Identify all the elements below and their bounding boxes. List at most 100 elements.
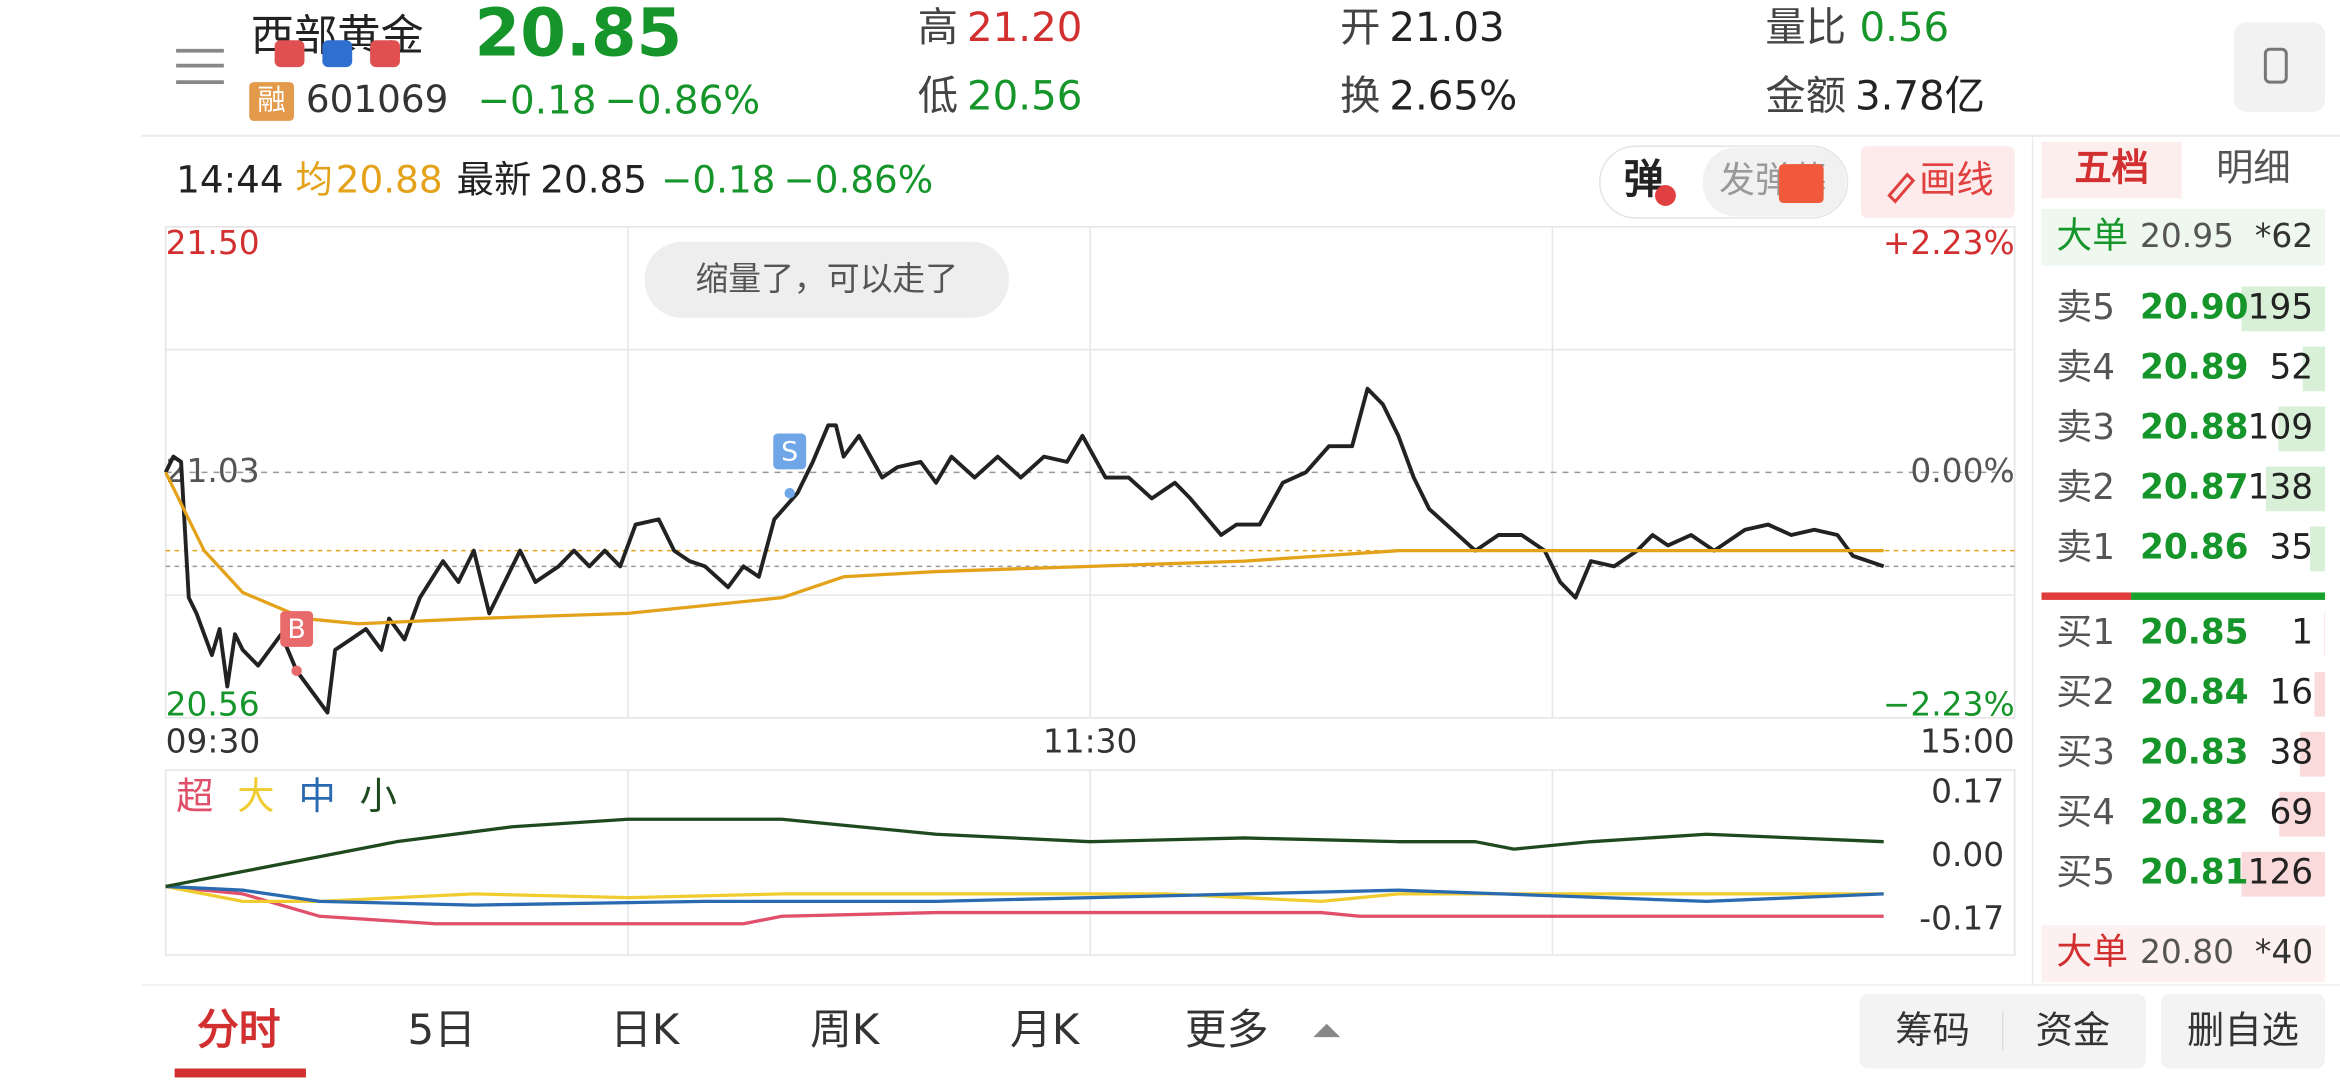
level-price: 20.89 (2140, 347, 2249, 387)
level-label: 卖3 (2056, 407, 2115, 448)
legend-label: 小 (360, 774, 397, 818)
level-label: 买2 (2056, 672, 2115, 713)
level-price: 20.83 (2140, 733, 2249, 773)
pencil-icon (1887, 172, 1916, 204)
more-arrow (1313, 1023, 1341, 1038)
level-price: 20.84 (2140, 673, 2249, 713)
stat-label: 量比 (1765, 4, 1846, 51)
tab[interactable]: 明细 (2216, 146, 2291, 190)
stock-code: 601069 (306, 77, 448, 121)
level-price: 20.86 (2140, 527, 2249, 567)
level-price: 20.88 (2140, 407, 2249, 447)
icon (370, 40, 400, 68)
ratio-bar-sell (2041, 592, 2132, 600)
toggle-dot (1655, 185, 1676, 206)
line (165, 884, 1884, 904)
stat-value: 21.20 (967, 4, 1082, 51)
tab[interactable]: 五档 (2074, 146, 2149, 190)
level-volume: 1 (2291, 613, 2313, 653)
stat-label: 高 (918, 4, 958, 51)
draw-label: 画线 (1919, 158, 1994, 202)
change: −0.18 (661, 158, 775, 202)
tab[interactable]: 月K (1010, 1005, 1081, 1054)
level-price: 20.81 (2140, 853, 2249, 893)
stat-value: 21.03 (1389, 4, 1504, 51)
level-volume: 138 (2248, 467, 2314, 507)
big-order-count: *40 (2255, 933, 2313, 971)
tab[interactable]: 分时 (197, 1005, 281, 1054)
button[interactable]: 删自选 (2187, 1008, 2299, 1052)
badge-bg (249, 82, 295, 121)
big-order-label: 大单 (2056, 215, 2128, 256)
stat-label: 金额 (1765, 72, 1846, 119)
level-price: 20.85 (2140, 613, 2249, 653)
avg-label: 均 (295, 158, 332, 202)
ratio-bar-buy (2131, 592, 2326, 600)
order-book: 五档 明细 大单 20.95 *62 大单 20.80 *40 卖5 20.90 1… (2041, 141, 2326, 982)
level-label: 卖2 (2056, 467, 2115, 508)
trade-badge (773, 433, 807, 470)
tab[interactable]: 周K (810, 1005, 881, 1054)
level-volume: 16 (2269, 673, 2313, 713)
stat-value: 0.56 (1859, 4, 1949, 51)
volume-bar (2310, 526, 2326, 572)
y-tick-label: 0.17 (1931, 773, 2004, 811)
stat-label: 换 (1340, 72, 1380, 119)
level-volume: 195 (2248, 287, 2314, 327)
y-tick-label: -0.17 (1919, 900, 2004, 938)
latest-value: 20.85 (540, 158, 647, 202)
level-volume: 52 (2269, 347, 2313, 387)
stat-label: 开 (1340, 4, 1380, 51)
x-tick-label: 11:30 (1043, 723, 1138, 761)
y-tick-label: 0.00 (1931, 836, 2004, 874)
level-price: 20.87 (2140, 467, 2249, 507)
level-label: 买1 (2056, 612, 2115, 653)
legend-label: 大 (237, 774, 274, 818)
level-price: 20.82 (2140, 793, 2249, 833)
volume-bar (2314, 671, 2326, 717)
volume-bar (2265, 466, 2326, 512)
tab[interactable]: 更多 (1185, 1005, 1269, 1054)
tab-active-bg (2041, 141, 2182, 199)
big-order-price: 20.80 (2140, 933, 2234, 971)
big-order-label: 大单 (2056, 932, 2128, 973)
badge: 融 (257, 83, 285, 116)
price: 20.85 (475, 0, 683, 71)
draw-button[interactable] (1860, 146, 2015, 218)
bubble-bg (644, 241, 1009, 318)
big-order-price: 20.95 (2140, 217, 2234, 255)
volume-bar (2302, 346, 2326, 392)
line (165, 884, 1884, 926)
tab[interactable]: 日K (610, 1005, 681, 1054)
tab-underline (174, 1068, 306, 1078)
icon (322, 40, 353, 68)
time: 14:44 (176, 158, 283, 202)
tab-bar: 分时 5日 日K 周K 月K 更多 (197, 1005, 1268, 1054)
button[interactable]: 筹码 (1895, 1008, 1970, 1052)
change-pct: −0.86% (604, 78, 760, 123)
volume-bar (2241, 286, 2326, 332)
level-price: 20.90 (2140, 287, 2249, 327)
bubble: 缩量了，可以走了 (695, 260, 958, 298)
line (165, 817, 1884, 889)
big-order-bg (2041, 208, 2326, 266)
level-label: 买5 (2056, 852, 2115, 893)
latest-label: 最新 (457, 158, 532, 202)
line (163, 386, 1885, 715)
level-label: 买3 (2056, 732, 2115, 773)
line (164, 471, 1884, 626)
tab[interactable]: 5日 (408, 1005, 476, 1054)
volume-bar (2299, 731, 2326, 777)
level-label: 买4 (2056, 792, 2115, 833)
menu-icon[interactable] (176, 48, 224, 84)
volume-bar (2279, 791, 2326, 837)
trade-label: S (781, 436, 798, 467)
rotate-button[interactable] (2234, 22, 2326, 112)
y-tick-label: 21.50 (166, 224, 260, 262)
level-volume: 69 (2269, 793, 2313, 833)
level-label: 卖1 (2056, 527, 2115, 568)
x-tick-label: 15:00 (1920, 723, 2015, 761)
y2-tick-label: 0.00% (1910, 452, 2014, 490)
button[interactable]: 资金 (2036, 1008, 2111, 1052)
